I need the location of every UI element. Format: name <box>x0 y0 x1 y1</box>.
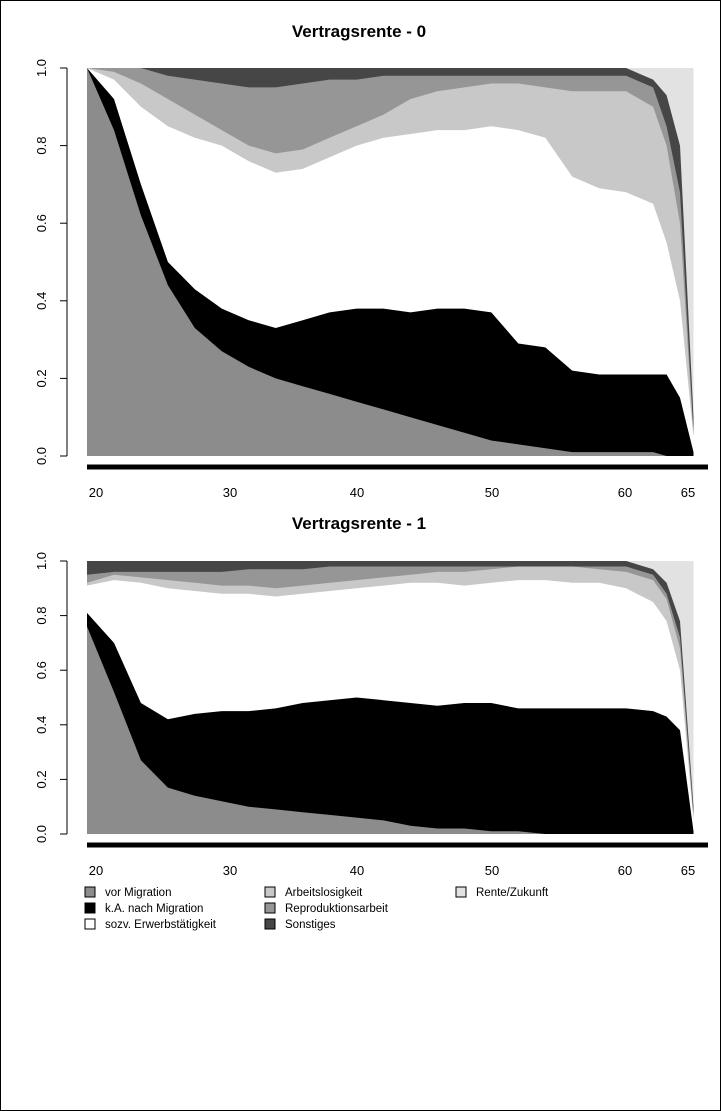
x-tick-label: 20 <box>89 863 103 878</box>
y-tick-label: 0.0 <box>34 447 49 465</box>
x-axis-bar <box>87 842 708 848</box>
x-tick-label: 60 <box>618 863 632 878</box>
x-tick-label: 30 <box>223 863 237 878</box>
x-tick-label: 40 <box>350 863 364 878</box>
y-tick-label: 1.0 <box>34 59 49 77</box>
y-tick-label: 0.4 <box>34 292 49 310</box>
legend-label-reproduktionsarbeit: Reproduktionsarbeit <box>285 903 389 915</box>
x-tick-label: 50 <box>485 863 499 878</box>
area-k-a-nach-migration <box>87 612 694 834</box>
y-tick-label: 0.2 <box>34 770 49 788</box>
panel-2: Vertragsrente - 1 0.0 0.2 0.4 0.6 0.8 1.0 20 30 4… <box>34 514 708 878</box>
legend-swatch-arbeitslosigkeit <box>264 886 276 898</box>
legend-swatch-sozv-erwerbst-tigkeit <box>84 918 96 930</box>
legend-swatch-sonstiges <box>264 918 276 930</box>
legend-label-rente-zukunft: Rente/Zukunft <box>476 887 549 899</box>
legend-swatch-reproduktionsarbeit <box>264 902 276 914</box>
legend-label-sonstiges: Sonstiges <box>285 919 336 931</box>
x-tick-label: 50 <box>485 485 499 500</box>
area-vor-migration <box>87 626 694 834</box>
y-tick-label: 0.6 <box>34 661 49 679</box>
legend-label-arbeitslosigkeit: Arbeitslosigkeit <box>285 887 363 899</box>
legend-swatch-k-a-nach-migration <box>84 902 96 914</box>
chart-title: Vertragsrente - 0 <box>292 22 426 41</box>
x-tick-label: 20 <box>89 485 103 500</box>
y-tick-label: 0.8 <box>34 607 49 625</box>
y-tick-label: 0.6 <box>34 214 49 232</box>
y-tick-label: 0.8 <box>34 137 49 155</box>
x-tick-label: 65 <box>681 485 695 500</box>
x-tick-label: 30 <box>223 485 237 500</box>
legend-swatch-rente-zukunft <box>455 886 467 898</box>
y-tick-label: 1.0 <box>34 552 49 570</box>
legend-label-sozv-erwerbst-tigkeit: sozv. Erwerbstätigkeit <box>105 919 217 931</box>
legend-label-k-a-nach-migration: k.A. nach Migration <box>105 903 203 915</box>
legend-swatch-vor-migration <box>84 886 96 898</box>
x-axis-bar <box>87 464 708 470</box>
y-tick-label: 0.4 <box>34 716 49 734</box>
area-k-a-nach-migration <box>87 68 694 456</box>
area-vor-migration <box>87 68 694 456</box>
chart-title: Vertragsrente - 1 <box>292 514 426 533</box>
legend-label-vor-migration: vor Migration <box>105 887 171 899</box>
panel-1: Vertragsrente - 0 0.0 0.2 0.4 0.6 0.8 1.0 20 30 4… <box>34 22 708 500</box>
y-tick-label: 0.2 <box>34 369 49 387</box>
x-tick-label: 60 <box>618 485 632 500</box>
x-tick-label: 65 <box>681 863 695 878</box>
y-tick-label: 0.0 <box>34 825 49 843</box>
x-tick-label: 40 <box>350 485 364 500</box>
legend: vor Migration k.A. nach Migration sozv. Er… <box>84 886 549 931</box>
